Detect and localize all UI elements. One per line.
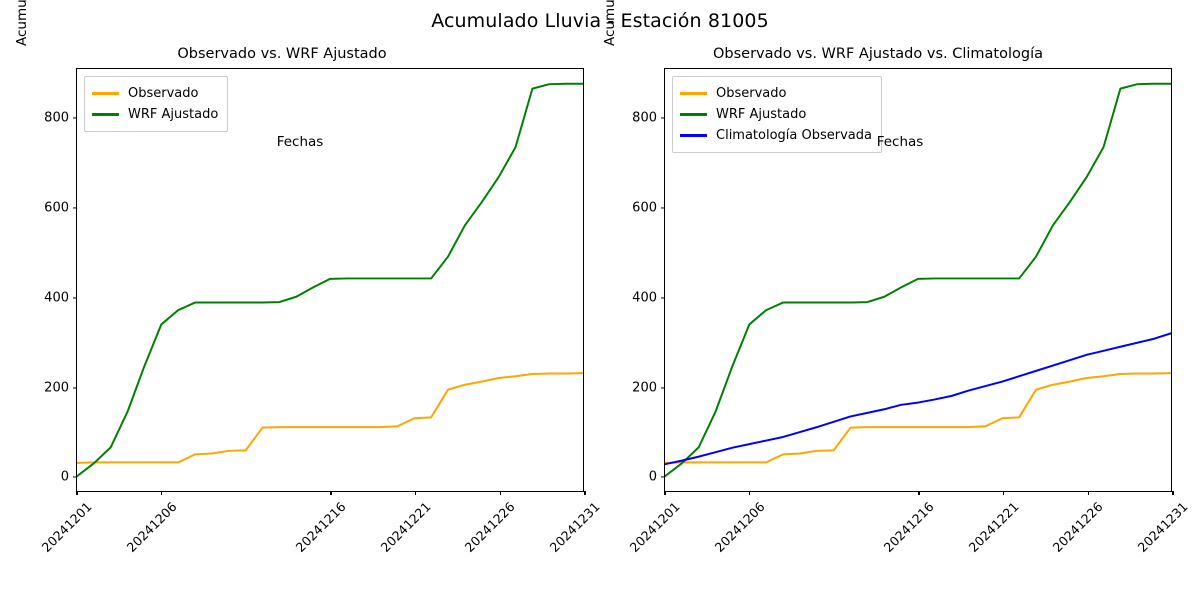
series-line (77, 372, 583, 464)
figure-suptitle: Acumulado Lluvia - Estación 81005 (431, 10, 769, 32)
plot-area-right[interactable]: Observado WRF Ajustado Climatología Observ… (627, 68, 1191, 555)
y-tick-label: 200 (44, 380, 69, 396)
x-tick-mark (415, 491, 417, 495)
subplot-left-title: Observado vs. WRF Ajustado (177, 46, 387, 62)
y-tick-mark (661, 476, 665, 478)
x-tick-label: 20241231 (1134, 499, 1191, 555)
legend-label: Observado (716, 86, 787, 101)
x-tick-label: 20241201 (626, 499, 683, 555)
subplot-left-ylabel: Acumulado Lluvia (mm) (14, 0, 30, 46)
series-line (665, 82, 1171, 478)
y-tick-mark (661, 387, 665, 389)
x-tick-mark (584, 491, 586, 495)
x-tick-mark (664, 491, 666, 495)
legend-line-swatch (680, 113, 707, 116)
y-tick-label: 0 (648, 469, 657, 485)
y-tick-label: 0 (60, 469, 69, 485)
series-canvas-right (665, 82, 1171, 478)
x-tick-label: 20241221 (965, 499, 1022, 555)
x-tick-mark (1172, 491, 1174, 495)
y-tick-mark (73, 387, 77, 389)
legend-label: Observado (128, 86, 199, 101)
y-tick-label: 200 (632, 380, 657, 396)
y-tick-mark (661, 297, 665, 299)
x-tick-mark (1087, 491, 1089, 495)
x-tick-mark (749, 491, 751, 495)
x-tick-label: 20241231 (546, 499, 603, 555)
subplot-right-title: Observado vs. WRF Ajustado vs. Climatolo… (713, 46, 1043, 62)
legend-item: WRF Ajustado (680, 104, 872, 125)
legend-item: Observado (92, 83, 218, 104)
legend-line-swatch (92, 113, 119, 116)
legend-item: Observado (680, 83, 872, 104)
y-tick-label: 400 (44, 290, 69, 306)
y-tick-mark (73, 476, 77, 478)
x-tick-mark (330, 491, 332, 495)
legend-left: Observado WRF Ajustado (84, 76, 229, 132)
x-tick-label: 20241221 (377, 499, 434, 555)
x-tick-label: 20241216 (292, 499, 349, 555)
legend-label: WRF Ajustado (128, 107, 219, 122)
series-line (77, 82, 583, 478)
series-line (665, 372, 1171, 464)
x-tick-label: 20241201 (38, 499, 95, 555)
legend-line-swatch (92, 92, 119, 95)
x-tick-label: 20241206 (711, 499, 768, 555)
x-tick-label: 20241226 (461, 499, 518, 555)
legend-line-swatch (680, 92, 707, 95)
legend-item: WRF Ajustado (92, 104, 218, 125)
y-tick-mark (73, 297, 77, 299)
x-tick-label: 20241226 (1049, 499, 1106, 555)
subplot-right-ylabel: Acumulado Lluvia (mm) (602, 0, 618, 46)
y-tick-mark (73, 117, 77, 119)
legend-label: Climatología Observada (716, 128, 872, 143)
y-tick-mark (661, 117, 665, 119)
plot-area-left[interactable]: Observado WRF Ajustado 0 200 400 600 800 20241… (39, 68, 603, 555)
legend-item: Climatología Observada (680, 125, 872, 146)
y-tick-label: 800 (44, 110, 69, 126)
y-tick-label: 800 (632, 110, 657, 126)
series-line (665, 332, 1171, 466)
subplot-left-xlabel: Fechas (276, 134, 324, 150)
y-tick-label: 400 (632, 290, 657, 306)
series-canvas-left (77, 82, 583, 478)
x-tick-label: 20241206 (123, 499, 180, 555)
x-tick-label: 20241216 (880, 499, 937, 555)
x-tick-mark (1003, 491, 1005, 495)
y-tick-mark (73, 207, 77, 209)
y-tick-label: 600 (44, 200, 69, 216)
x-tick-mark (76, 491, 78, 495)
x-tick-mark (918, 491, 920, 495)
x-tick-mark (161, 491, 163, 495)
y-tick-label: 600 (632, 200, 657, 216)
subplot-right-xlabel: Fechas (876, 134, 924, 150)
y-tick-mark (661, 207, 665, 209)
legend-label: WRF Ajustado (716, 107, 807, 122)
x-tick-mark (499, 491, 501, 495)
legend-line-swatch (680, 134, 707, 137)
legend-right: Observado WRF Ajustado Climatología Observ… (672, 76, 882, 153)
